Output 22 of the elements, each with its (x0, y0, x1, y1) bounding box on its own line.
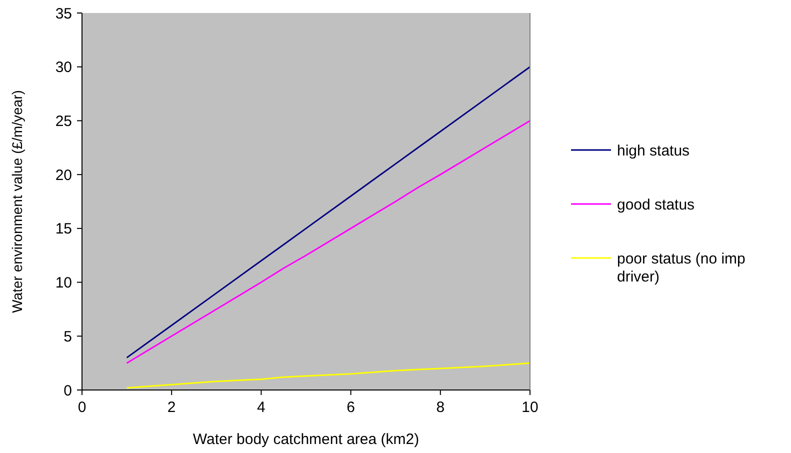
line-series (126, 120, 531, 364)
x-axis-title: Water body catchment area (km2) (192, 431, 420, 448)
x-tick-label: 6 (346, 399, 355, 416)
y-tick-label: 20 (55, 166, 72, 184)
y-tick-label: 10 (55, 274, 72, 292)
x-tick-label: 0 (78, 399, 86, 416)
y-axis-title: Water environment value (£/m/year) (9, 90, 25, 313)
x-tick-label: 10 (522, 399, 538, 416)
line-series (126, 66, 531, 358)
x-tick-label: 2 (167, 399, 176, 416)
legend-label: poor status (no imp driver) (617, 250, 746, 286)
y-tick-label: 35 (55, 5, 72, 22)
legend-label: good status (617, 196, 695, 214)
y-tick-label: 5 (64, 328, 72, 346)
y-tick-label: 25 (55, 112, 72, 130)
y-tick-label: 0 (64, 382, 72, 400)
line-series (126, 362, 531, 389)
y-tick-label: 15 (55, 220, 72, 238)
y-tick-label: 30 (55, 59, 72, 76)
x-tick-label: 8 (436, 399, 445, 416)
legend-label: high status (617, 142, 690, 160)
x-tick-label: 4 (257, 399, 266, 416)
